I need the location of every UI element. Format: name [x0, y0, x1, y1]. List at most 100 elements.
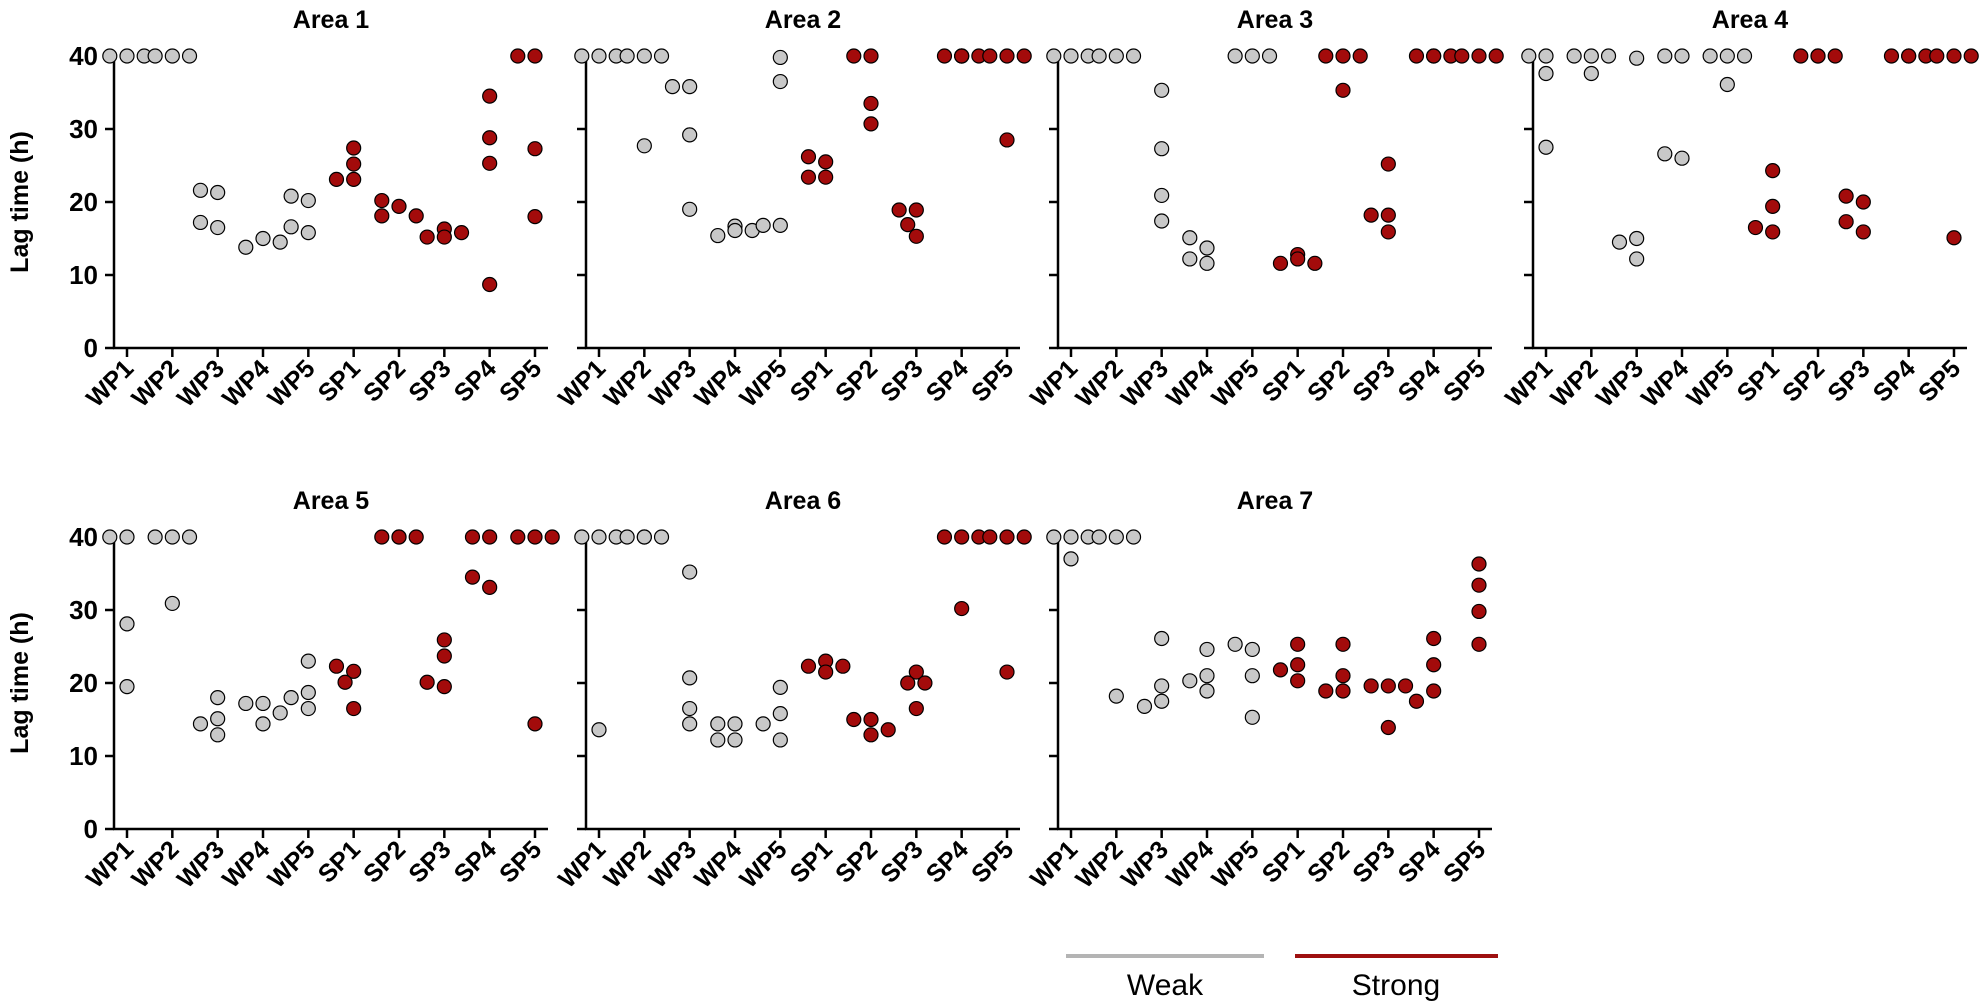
data-point-wp5 — [283, 689, 299, 706]
data-point-wp3 — [682, 716, 698, 732]
data-point-wp2 — [619, 48, 635, 64]
data-point-wp4 — [710, 732, 726, 748]
x-tick-label: SP2 — [1302, 354, 1355, 407]
x-tick-label: WP2 — [1070, 354, 1128, 412]
data-point-sp2 — [374, 208, 390, 224]
data-point-wp2 — [1091, 529, 1107, 545]
data-point-wp5 — [1719, 76, 1735, 93]
data-point-wp3 — [682, 79, 698, 95]
data-point-wp4 — [727, 732, 743, 748]
x-tick-label: WP1 — [1025, 835, 1083, 893]
x-tick-label: SP4 — [921, 835, 974, 888]
x-tick-label: WP5 — [734, 354, 792, 412]
x-tick-label: SP2 — [830, 835, 883, 888]
data-point-sp5 — [1471, 556, 1487, 572]
data-point-wp2 — [1125, 48, 1142, 64]
data-point-wp4 — [1199, 255, 1215, 271]
data-point-sp2 — [408, 529, 424, 545]
data-point-sp5 — [510, 48, 526, 64]
data-point-wp3 — [210, 689, 226, 706]
data-point-wp1 — [1538, 139, 1554, 155]
x-tick-label: SP2 — [1777, 354, 1830, 407]
x-tick-label: SP4 — [449, 354, 502, 407]
data-point-sp1 — [1272, 255, 1289, 271]
data-point-wp2 — [1108, 48, 1124, 64]
data-point-wp4 — [255, 230, 271, 247]
data-point-sp1 — [346, 700, 362, 717]
x-tick-label: SP2 — [358, 354, 411, 407]
y-tick-label: 40 — [69, 522, 98, 552]
data-point-sp5 — [1946, 230, 1962, 246]
data-point-wp1 — [119, 679, 135, 695]
x-tick-label: SP4 — [921, 354, 974, 407]
data-point-sp1 — [346, 140, 362, 156]
data-point-wp1 — [1063, 48, 1079, 64]
x-tick-label: SP5 — [494, 835, 547, 888]
panel-title: Area 1 — [293, 6, 370, 34]
x-tick-label: SP5 — [1913, 354, 1966, 407]
data-point-wp3 — [1154, 693, 1170, 709]
data-point-wp3 — [682, 700, 698, 717]
data-point-wp4 — [1199, 641, 1215, 658]
x-tick-label: WP1 — [81, 354, 139, 412]
data-point-wp5 — [772, 706, 788, 722]
data-point-sp5 — [982, 48, 998, 64]
data-point-wp2 — [653, 48, 670, 64]
data-point-wp5 — [772, 217, 788, 233]
data-point-wp4 — [710, 716, 726, 732]
data-point-sp1 — [1765, 163, 1781, 179]
x-tick-label: WP1 — [553, 354, 611, 412]
x-tick-label: WP4 — [217, 354, 275, 412]
data-point-wp2 — [181, 48, 198, 64]
data-point-wp3 — [1154, 213, 1170, 229]
panel-title: Area 2 — [765, 6, 841, 34]
data-point-sp1 — [337, 674, 353, 690]
data-point-sp1 — [818, 154, 834, 170]
data-point-wp3 — [682, 670, 698, 686]
data-point-wp4 — [1182, 251, 1198, 267]
data-point-wp2 — [1600, 48, 1617, 64]
x-tick-label: SP5 — [966, 354, 1019, 407]
x-tick-label: SP3 — [1822, 354, 1875, 407]
data-point-sp2 — [863, 116, 879, 132]
y-tick-label: 0 — [84, 333, 98, 363]
data-point-wp4 — [238, 239, 254, 255]
data-point-wp4 — [1199, 668, 1215, 684]
data-point-sp5 — [999, 48, 1015, 64]
data-point-wp4 — [1182, 230, 1198, 246]
data-point-sp4 — [482, 130, 498, 146]
data-point-sp3 — [1380, 207, 1396, 223]
data-point-sp5 — [510, 529, 526, 545]
data-point-wp3 — [1154, 187, 1170, 204]
data-point-sp4 — [482, 155, 498, 171]
x-tick-label: SP1 — [1257, 835, 1310, 888]
data-point-sp2 — [1318, 683, 1334, 699]
panel-title: Area 4 — [1712, 6, 1789, 34]
data-point-sp3 — [917, 675, 933, 691]
x-tick-label: WP1 — [1500, 354, 1558, 412]
data-point-sp3 — [908, 228, 924, 244]
data-point-sp1 — [1290, 657, 1306, 673]
x-tick-label: SP4 — [1393, 835, 1446, 888]
data-point-wp3 — [1154, 630, 1170, 647]
data-point-wp4 — [272, 705, 288, 721]
legend-label-weak: Weak — [1127, 969, 1204, 1002]
data-point-wp1 — [1046, 529, 1062, 545]
data-point-wp4 — [255, 695, 271, 712]
data-point-sp3 — [436, 229, 452, 245]
data-point-sp2 — [374, 192, 390, 209]
data-point-sp1 — [1307, 255, 1323, 271]
data-point-wp1 — [1046, 48, 1062, 64]
data-point-wp4 — [727, 716, 743, 732]
data-point-sp5 — [527, 48, 543, 64]
data-point-sp3 — [908, 202, 924, 218]
data-point-wp3 — [1629, 50, 1645, 66]
data-point-wp5 — [755, 217, 771, 233]
data-point-sp2 — [880, 722, 896, 738]
data-point-wp5 — [300, 653, 316, 669]
data-point-sp3 — [1380, 156, 1396, 172]
data-point-sp1 — [1765, 224, 1781, 240]
x-tick-label: WP2 — [1070, 835, 1128, 893]
y-tick-label: 0 — [84, 814, 98, 844]
